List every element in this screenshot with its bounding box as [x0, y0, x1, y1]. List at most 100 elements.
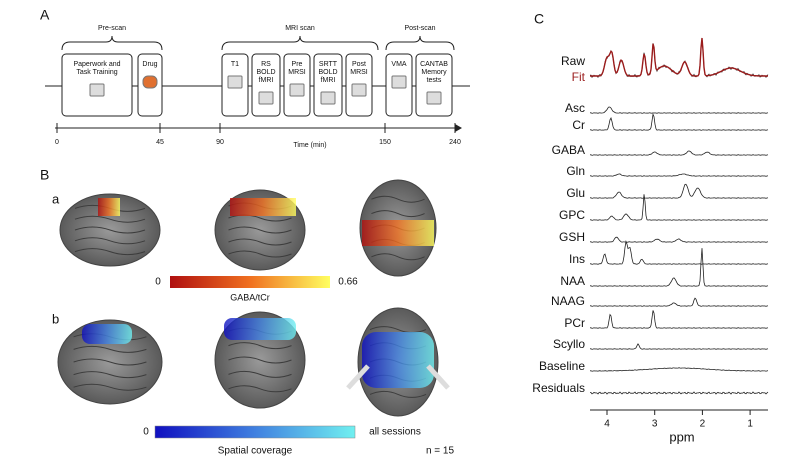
task-label: BOLD: [318, 69, 337, 76]
spectrum: [590, 112, 769, 131]
sulcus: [73, 345, 147, 353]
panel-label: b: [52, 311, 59, 326]
sulcus: [228, 342, 292, 350]
metabolite-label: Asc: [565, 101, 585, 115]
icon: [142, 75, 158, 89]
spectrum: [590, 310, 769, 329]
task-label: Paperwork and: [73, 61, 120, 68]
overlay: [224, 318, 296, 340]
task-label: CANTAB: [420, 61, 448, 68]
metabolite-label: Ins: [569, 252, 585, 266]
icon: [227, 75, 243, 89]
bracket: [61, 35, 163, 51]
group-label: MRI scan: [285, 25, 315, 32]
task-box: [415, 53, 453, 117]
axis-label: Time (min): [293, 142, 326, 149]
arrow-head: [455, 124, 462, 132]
sulcus: [74, 215, 146, 223]
colorbar-max: 0.66: [338, 277, 358, 288]
sulcus: [73, 371, 147, 379]
metabolite-label: PCr: [564, 316, 585, 330]
sulcus: [73, 383, 147, 391]
task-label: RS: [261, 61, 271, 68]
metabolite-label: GSH: [559, 230, 585, 244]
overlay: [98, 198, 120, 216]
spectrum: [590, 297, 769, 307]
panel-label: C: [534, 11, 544, 27]
metabolite-label: Scyllo: [553, 337, 585, 351]
icon: [258, 91, 274, 105]
panel-label: a: [52, 191, 60, 206]
sulcus: [73, 358, 147, 366]
panel-label: A: [40, 7, 50, 23]
tick-label: 2: [700, 419, 706, 430]
tick-label: 4: [604, 419, 610, 430]
task-label: Drug: [142, 61, 157, 68]
tick-label: 90: [216, 139, 224, 146]
colorbar-min: 0: [155, 277, 161, 288]
sulcus: [74, 237, 146, 245]
spectrum: [590, 367, 769, 372]
spectrum: [590, 106, 769, 114]
sulcus: [228, 385, 292, 393]
icon: [351, 83, 367, 97]
sulcus: [74, 248, 146, 256]
colorbar-label: Spatial coverage: [218, 446, 293, 457]
task-label: tests: [427, 77, 442, 84]
layout: A B C a b Time (min) GABA/tCr 0 0.66 0 a…: [40, 7, 768, 457]
metabolite-label: GABA: [552, 143, 585, 157]
panel-label: B: [40, 167, 49, 183]
sample-size: n = 15: [426, 446, 455, 457]
colorbar: [154, 425, 356, 439]
arrow: [346, 364, 370, 390]
bracket: [221, 35, 379, 51]
sulcus: [371, 195, 425, 203]
colorbar-max: all sessions: [369, 427, 421, 438]
task-label: Pre: [292, 61, 303, 68]
tick-label: 45: [156, 139, 164, 146]
icon: [391, 75, 407, 89]
metabolite-label: Baseline: [539, 359, 585, 373]
raw-label: Raw: [561, 54, 585, 68]
spectrum: [590, 150, 769, 156]
task-label: BOLD: [256, 69, 275, 76]
metabolite-label: Glu: [566, 186, 585, 200]
overlay: [362, 332, 434, 388]
overlay: [82, 324, 132, 344]
spectrum: [590, 343, 769, 350]
arrow: [426, 364, 450, 390]
metabolite-label: GPC: [559, 208, 585, 222]
spectrum: [590, 236, 769, 243]
tick-label: 0: [55, 139, 59, 146]
axis-label: ppm: [669, 429, 694, 444]
task-label: Post: [352, 61, 366, 68]
spectrum: [590, 183, 769, 199]
colorbar-label: GABA/tCr: [230, 292, 270, 302]
group-label: Post-scan: [404, 25, 435, 32]
metabolite-label: Gln: [566, 164, 585, 178]
tick-label: 240: [449, 139, 461, 146]
icon: [320, 91, 336, 105]
fit-label: Fit: [572, 70, 586, 84]
icon: [289, 83, 305, 97]
sulcus: [371, 210, 425, 218]
icon: [426, 91, 442, 105]
overlay: [362, 220, 434, 246]
tick-label: 3: [652, 419, 658, 430]
task-label: Memory: [421, 69, 447, 76]
tick-label: 1: [747, 419, 753, 430]
bracket: [385, 35, 455, 51]
sulcus: [74, 226, 146, 234]
task-label: T1: [231, 61, 239, 68]
spectrum: [590, 173, 769, 177]
metabolite-label: NAA: [560, 274, 585, 288]
sulcus: [228, 226, 292, 234]
spectrum: [590, 194, 769, 221]
task-label: VMA: [391, 61, 407, 68]
colorbar: [170, 276, 330, 288]
task-label: MRSI: [288, 69, 306, 76]
icon: [89, 83, 105, 97]
spectrum: [590, 248, 769, 287]
metabolite-label: Residuals: [532, 381, 585, 395]
